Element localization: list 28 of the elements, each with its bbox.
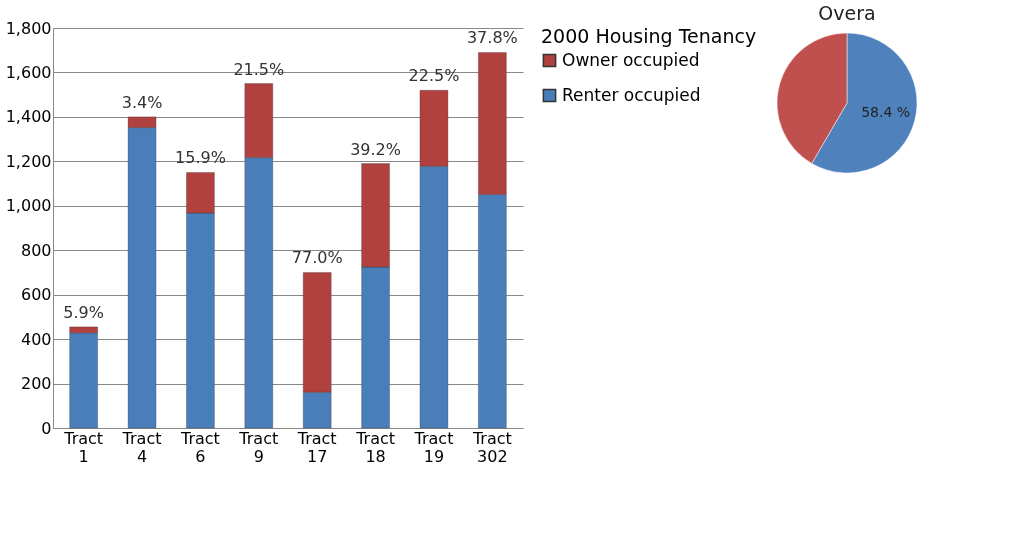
y-tick-label: 0	[41, 418, 52, 438]
y-tick-label: 1,600	[5, 62, 52, 82]
x-tick-label: Tract 1	[63, 428, 104, 466]
annotation: 3.4%	[121, 92, 163, 112]
y-tick-label: 1,800	[5, 18, 52, 38]
annotation: 77.0%	[291, 248, 343, 268]
y-tick-label: 600	[20, 285, 52, 305]
y-tick-label: 1,200	[5, 151, 52, 171]
x-tick-label: Tract 302	[471, 428, 512, 466]
legend-label: Renter occupied	[562, 84, 701, 105]
data-label: 58.4 %	[861, 104, 911, 121]
y-tick-label: 800	[20, 240, 52, 260]
y-tick-label: 200	[20, 374, 52, 394]
x-tick-label: Tract 19	[413, 428, 454, 466]
chart-title: Overa	[818, 2, 876, 24]
y-tick-label: 1,400	[5, 107, 52, 127]
annotation: 39.2%	[350, 139, 401, 159]
y-tick-label: 1,000	[5, 196, 52, 216]
legend-label: Owner occupied	[562, 49, 700, 70]
x-tick-label: Tract 6	[179, 428, 220, 466]
annotation: 37.8%	[466, 28, 518, 48]
legend-title: 2000 Housing Tenancy	[541, 25, 757, 47]
annotation: 5.9%	[63, 302, 104, 322]
y-tick-label: 400	[20, 329, 52, 349]
x-tick-label: Tract 9	[238, 428, 279, 466]
x-tick-label: Tract 18	[355, 428, 396, 466]
x-tick-label: Tract 4	[121, 428, 162, 466]
x-tick-label: Tract 17	[296, 428, 337, 466]
